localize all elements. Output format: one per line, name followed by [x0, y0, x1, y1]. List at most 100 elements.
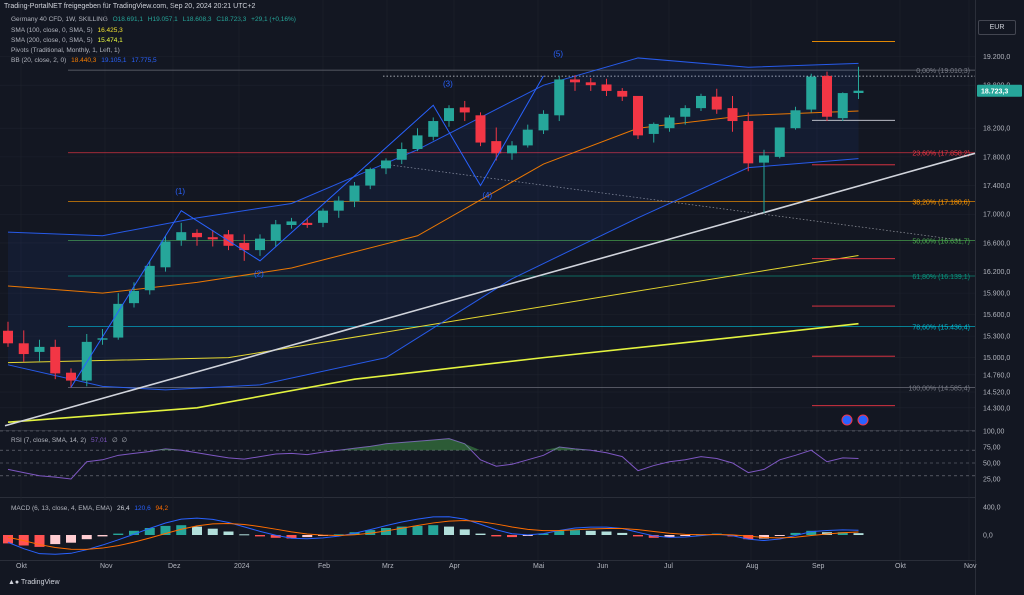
macd-signal-value: 94,2	[155, 505, 169, 512]
macd-hist-bar	[66, 535, 76, 543]
macd-hist-bar	[475, 533, 486, 535]
macd-hist-bar	[223, 531, 234, 535]
macd-tick-label: 0,0	[983, 533, 993, 540]
macd-hist-bar	[129, 530, 139, 535]
macd-hist-bar	[648, 535, 659, 538]
indicator-label: Pivots (Traditional, Monthly, 1, Left, 1…	[11, 47, 120, 54]
symbol-name: Germany 40 CFD, 1W, SKILLING	[11, 16, 108, 23]
macd-hist-bar	[759, 535, 769, 539]
rsi-tick-label: 75,00	[983, 445, 1001, 452]
macd-line	[7, 516, 859, 555]
candle-body	[223, 234, 234, 246]
tradingview-logo[interactable]: ▲● TradingView	[8, 579, 60, 586]
currency-button[interactable]: EUR	[978, 20, 1016, 35]
macd-hist-bar	[617, 532, 628, 535]
axis-divider	[975, 0, 976, 595]
fib-level-label: 78,60% (15.436,4)	[912, 324, 970, 331]
rsi-tick-label: 50,00	[983, 461, 1001, 468]
pane-divider	[0, 497, 975, 498]
rsi-legend[interactable]: RSI (7, close, SMA, 14, 2) 57,01 ∅ ∅	[11, 436, 127, 444]
macd-label: MACD (6, 13, close, 4, EMA, EMA)	[11, 505, 113, 512]
wave-zigzag	[70, 75, 544, 388]
candle-body	[522, 129, 533, 146]
candle-body	[853, 90, 864, 94]
candle-body	[459, 107, 470, 113]
candle-body	[428, 121, 439, 137]
macd-signal-line	[7, 519, 859, 550]
candle-body	[286, 221, 297, 225]
price-tick-label: 15.900,0	[983, 291, 1010, 298]
indicator-value: 15.474,1	[97, 37, 123, 44]
candle-body	[381, 160, 391, 169]
candle-body	[333, 200, 344, 211]
candle-body	[759, 155, 769, 163]
fib-level-label: 38,20% (17.180,6)	[912, 199, 970, 206]
candle-body	[664, 117, 675, 129]
macd-hist-bar	[664, 535, 675, 538]
macd-hist-value: 26,4	[116, 505, 130, 512]
symbol-legend[interactable]: Germany 40 CFD, 1W, SKILLING O18.691,1 H…	[11, 16, 296, 23]
candle-body	[822, 75, 832, 117]
macd-hist-bar	[302, 535, 313, 538]
macd-hist-bar	[633, 535, 643, 537]
indicator-value: 17.775,5	[131, 57, 157, 64]
candle-body	[538, 113, 549, 131]
rsi-tick-label: 25,00	[983, 477, 1001, 484]
macd-hist-bar	[806, 530, 817, 535]
macd-hist-bar	[459, 529, 470, 535]
macd-hist-bar	[554, 530, 565, 535]
macd-legend[interactable]: MACD (6, 13, close, 4, EMA, EMA) 26,4 12…	[11, 505, 168, 512]
rsi-line	[7, 438, 859, 480]
indicator-label: SMA (200, close, 0, SMA, 5)	[11, 37, 93, 44]
indicator-value: 19.105,1	[101, 57, 127, 64]
wave-label: (3)	[443, 80, 453, 89]
last-price-tag	[977, 84, 1022, 97]
time-tick-label: Nov	[964, 563, 977, 570]
time-tick-label: Okt	[16, 563, 27, 570]
candle-body	[34, 346, 45, 352]
macd-hist-bar	[176, 525, 187, 535]
indicator-bb[interactable]: BB (20, close, 2, 0) 18.440,3 19.105,1 1…	[11, 57, 157, 64]
indicator-sma200[interactable]: SMA (200, close, 0, SMA, 5) 15.474,1	[11, 37, 123, 44]
rsi-label: RSI (7, close, SMA, 14, 2)	[11, 437, 87, 444]
macd-hist-bar	[837, 532, 848, 535]
price-tick-label: 15.600,0	[983, 312, 1010, 319]
share-header: Trading-PortalNET freigegeben für Tradin…	[4, 3, 256, 10]
price-tick-label: 18.200,0	[983, 126, 1010, 133]
macd-hist-bar	[853, 533, 864, 535]
event-marker-icon	[841, 414, 853, 426]
fib-level-label: 50,00% (16.631,7)	[912, 239, 970, 246]
candle-body	[144, 265, 155, 291]
price-tick-label: 17.000,0	[983, 212, 1010, 219]
time-tick-label: Jul	[664, 563, 673, 570]
candle-body	[743, 121, 754, 164]
price-tick-label: 19.200,0	[983, 54, 1010, 61]
macd-hist-bar	[585, 530, 596, 535]
indicator-label: SMA (100, close, 0, SMA, 5)	[11, 27, 93, 34]
candle-body	[302, 222, 313, 225]
macd-hist-bar	[160, 525, 171, 535]
macd-hist-bar	[333, 534, 344, 536]
candle-body	[66, 372, 76, 381]
macd-hist-bar	[239, 534, 250, 536]
candle-body	[475, 115, 486, 143]
indicator-line-sma	[7, 254, 859, 364]
candle-body	[3, 330, 13, 344]
candle-body	[790, 110, 801, 129]
indicator-sma100[interactable]: SMA (100, close, 0, SMA, 5) 16.425,3	[11, 27, 123, 34]
price-tick-label: 16.200,0	[983, 269, 1010, 276]
wave-label: (5)	[553, 50, 563, 59]
rsi-extra: ∅	[121, 437, 128, 444]
brand-label: TradingView	[20, 579, 60, 586]
candle-body	[192, 232, 202, 238]
macd-hist-bar	[428, 525, 439, 535]
macd-hist-bar	[34, 535, 45, 547]
rsi-tick-label: 100,00	[983, 429, 1005, 436]
candle-body	[318, 210, 328, 223]
axis-divider	[0, 560, 975, 561]
candle-body	[129, 290, 139, 304]
macd-hist-bar	[507, 535, 517, 538]
indicator-pivots[interactable]: Pivots (Traditional, Monthly, 1, Left, 1…	[11, 47, 120, 54]
candle-body	[113, 303, 124, 338]
